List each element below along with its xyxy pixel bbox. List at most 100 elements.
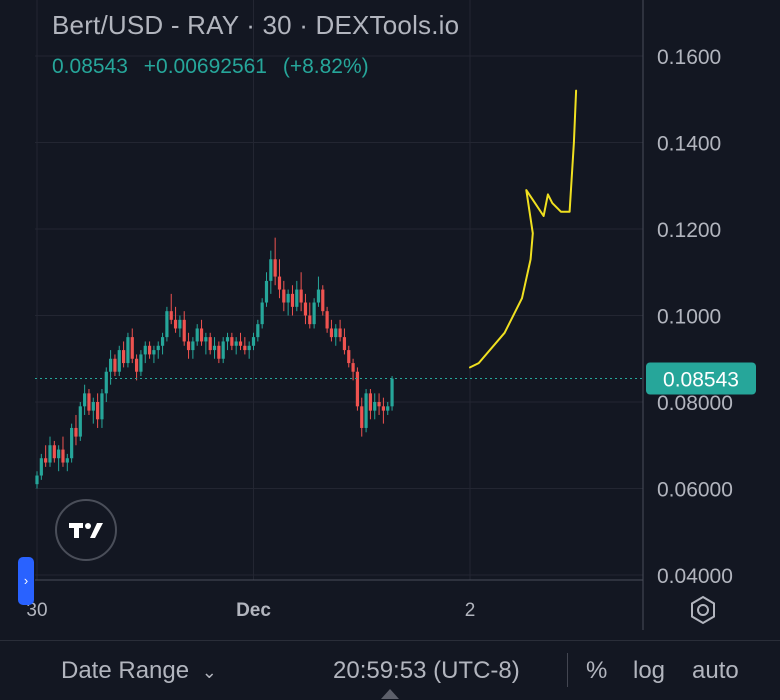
candle-body	[126, 337, 130, 364]
last-price: 0.08543	[52, 55, 128, 78]
log-scale-toggle[interactable]: log	[633, 657, 666, 684]
candle-body	[208, 337, 212, 351]
candle-body	[152, 350, 156, 355]
x-tick-label: Dec	[236, 600, 271, 621]
candle-body	[312, 302, 316, 325]
y-tick-label: 0.1000	[657, 306, 721, 329]
candle-body	[104, 371, 108, 394]
chevron-right-icon: ›	[23, 573, 29, 588]
candle-body	[96, 402, 100, 420]
candle-body	[355, 371, 360, 407]
candle-body	[39, 458, 43, 476]
candle-body	[386, 406, 390, 411]
chart-axes: 0.1600 0.1400 0.1200 0.1000 0.08000 0.06000 0.…	[26, 0, 733, 630]
candle-body	[256, 324, 260, 338]
candle-body	[212, 345, 217, 351]
tv-logo-icon	[69, 523, 103, 538]
chart-grid	[35, 0, 643, 580]
price-change-percent: (+8.82%)	[282, 55, 369, 78]
y-tick-label: 0.1600	[657, 46, 721, 69]
last-price-badge-label: 0.08543	[663, 369, 739, 392]
candle-body	[178, 319, 182, 329]
candle-body	[230, 337, 234, 346]
candle-body	[373, 402, 377, 411]
candle-body	[91, 402, 95, 411]
candle-body	[160, 337, 165, 346]
candle-body	[273, 259, 277, 277]
candle-body	[109, 358, 113, 372]
candle-body	[238, 341, 243, 346]
candle-body	[204, 337, 208, 342]
candle-body	[117, 350, 121, 372]
clock-timezone[interactable]: 20:59:53 (UTC-8)	[333, 657, 520, 684]
candle-body	[74, 427, 78, 437]
candle-body	[165, 311, 169, 338]
candle-body	[381, 406, 385, 411]
candle-body	[130, 337, 134, 359]
candle-body	[338, 328, 342, 338]
candlestick-series	[35, 237, 394, 489]
settings-gear-icon[interactable]	[688, 595, 718, 625]
expand-panel-handle[interactable]: ›	[18, 557, 34, 605]
candle-body	[277, 276, 282, 290]
auto-scale-toggle[interactable]: auto	[692, 657, 739, 684]
y-tick-label: 0.06000	[657, 479, 733, 502]
caret-up-icon	[381, 689, 399, 699]
candle-body	[87, 393, 91, 411]
candle-body	[100, 393, 104, 420]
price-change: +0.00692561	[143, 55, 267, 78]
candle-body	[264, 280, 269, 303]
candle-body	[48, 445, 52, 463]
candle-body	[217, 345, 221, 359]
candle-body	[147, 345, 152, 355]
y-tick-label: 0.04000	[657, 565, 733, 588]
candle-body	[44, 458, 48, 463]
chevron-down-icon: ⌄	[201, 662, 217, 682]
candle-body	[156, 345, 160, 351]
candle-body	[329, 328, 334, 338]
date-range-label: Date Range	[61, 657, 190, 684]
last-price-line: 0.08543	[35, 362, 756, 395]
candle-body	[83, 393, 87, 407]
projection-line	[469, 89, 578, 369]
candle-body	[134, 358, 139, 372]
candle-body	[342, 337, 347, 351]
candle-body	[360, 406, 364, 428]
candle-body	[243, 345, 247, 351]
candle-body	[139, 354, 143, 372]
candle-body	[78, 406, 82, 437]
candle-body	[325, 311, 329, 329]
percent-scale-toggle[interactable]: %	[586, 657, 608, 684]
y-tick-label: 0.1200	[657, 219, 721, 242]
candle-body	[186, 341, 191, 351]
candle-body	[347, 350, 351, 364]
candle-body	[299, 289, 303, 303]
candle-body	[70, 427, 74, 459]
candle-body	[122, 350, 126, 364]
last-price-badge	[646, 362, 756, 395]
candle-body	[113, 358, 117, 372]
candle-body	[195, 328, 199, 342]
x-tick-label: 30	[26, 600, 47, 621]
candle-body	[286, 293, 290, 303]
candle-body	[247, 345, 251, 351]
candle-body	[234, 341, 238, 346]
candle-body	[65, 458, 69, 463]
candle-body	[321, 289, 325, 312]
candle-body	[316, 289, 321, 303]
candle-body	[191, 341, 195, 351]
tradingview-logo[interactable]	[55, 499, 117, 561]
candle-body	[143, 345, 147, 355]
candle-body	[57, 449, 61, 459]
candle-body	[221, 341, 225, 359]
freehand-annotation	[469, 89, 578, 369]
candle-body	[182, 319, 186, 342]
chart-title[interactable]: Bert/USD - RAY · 30 · DEXTools.io	[52, 10, 460, 40]
candle-body	[290, 293, 295, 307]
candle-body	[199, 328, 204, 342]
candle-body	[35, 475, 39, 485]
date-range-button[interactable]: Date Range ⌄	[61, 657, 217, 685]
x-tick-label: 2	[465, 600, 476, 621]
candle-body	[308, 315, 312, 325]
